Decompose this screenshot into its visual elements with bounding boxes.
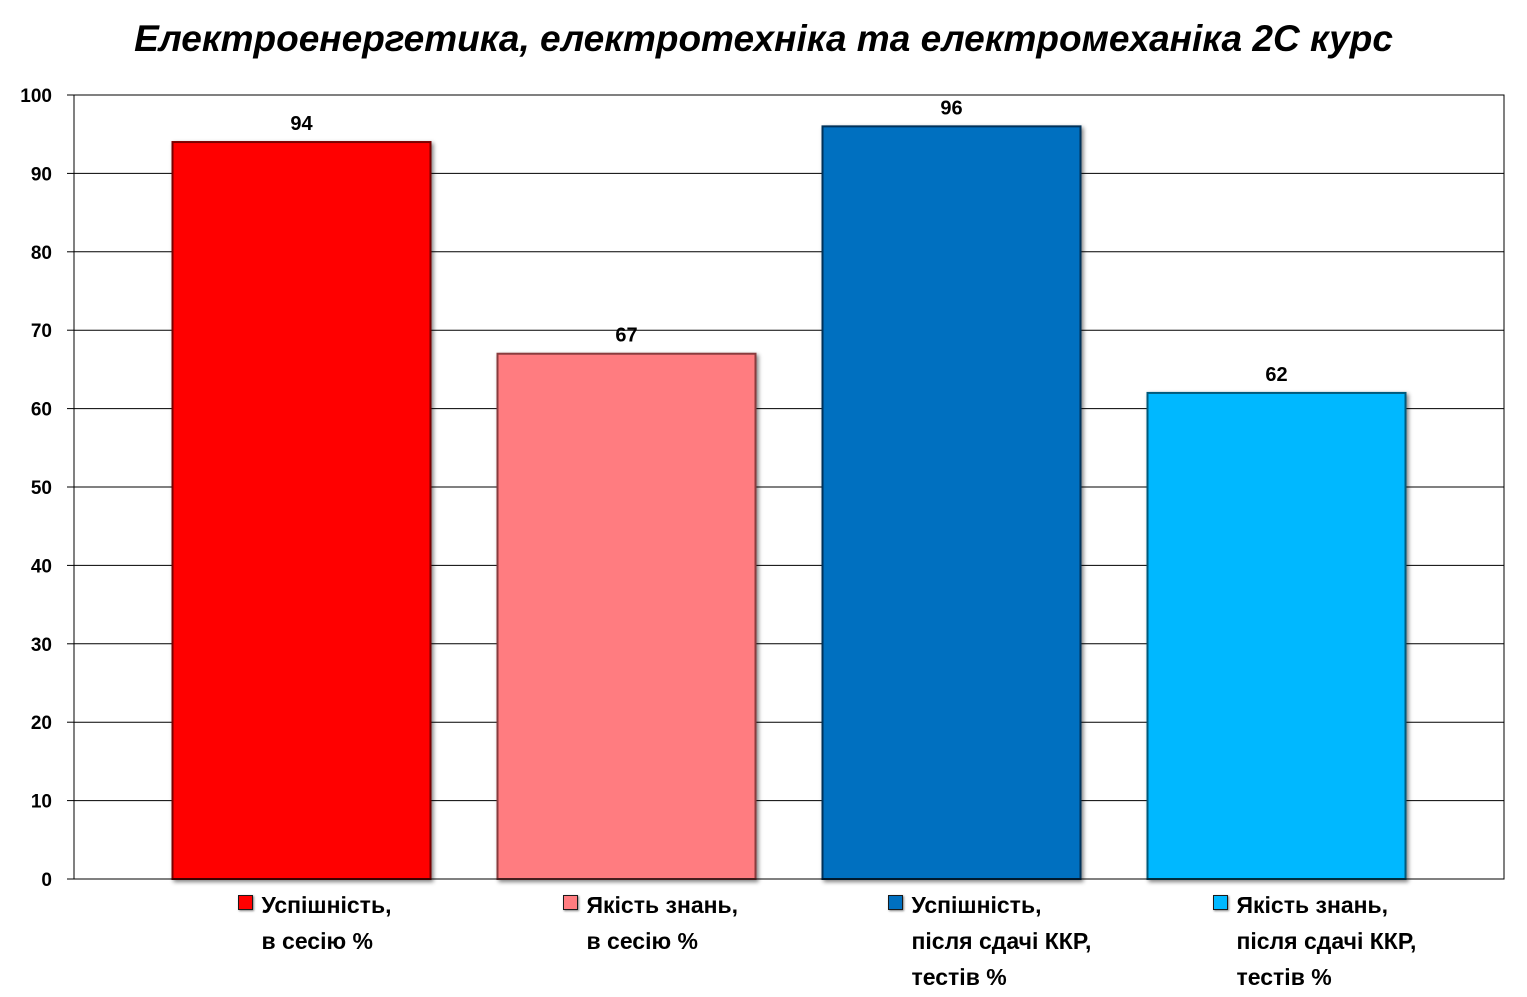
legend-label: Успішність, після сдачі ККР, тестів % xyxy=(911,892,1092,990)
y-tick-label: 50 xyxy=(31,478,52,499)
legend-item-2: Якість знань, в сесію % xyxy=(562,887,739,959)
chart-title: Електроенергетика, електротехніка та еле… xyxy=(134,18,1393,59)
data-label-3: 96 xyxy=(940,97,962,119)
y-tick-label: 90 xyxy=(31,164,52,185)
legend-label: Успішність, в сесію % xyxy=(261,892,392,954)
bar-4 xyxy=(1146,391,1407,880)
data-label-2: 67 xyxy=(615,325,637,347)
legend-swatch xyxy=(1212,895,1228,910)
y-tick-label: 0 xyxy=(41,870,52,891)
y-axis: 0 10 20 30 40 50 60 70 80 90 100 xyxy=(20,86,74,891)
bar-3 xyxy=(821,125,1082,881)
legend-item-3: Успішність, після сдачі ККР, тестів % xyxy=(887,887,1092,995)
y-tick-label: 60 xyxy=(31,400,52,421)
data-label-4: 62 xyxy=(1265,364,1287,386)
y-tick-label: 20 xyxy=(31,713,52,734)
y-tick-label: 10 xyxy=(31,792,52,813)
y-tick-label: 80 xyxy=(31,243,52,264)
legend-label: Якість знань, в сесію % xyxy=(586,892,739,954)
bar-2 xyxy=(496,352,757,881)
data-labels: 94 67 96 62 xyxy=(290,97,1287,386)
y-tick-label: 100 xyxy=(20,86,52,107)
bar-1 xyxy=(171,141,432,881)
y-tick-label: 30 xyxy=(31,635,52,656)
plot-area-border xyxy=(73,94,1505,880)
legend-item-1: Успішність, в сесію % xyxy=(237,887,392,959)
y-tick-label: 40 xyxy=(31,556,52,577)
data-label-1: 94 xyxy=(290,113,313,135)
legend-swatch xyxy=(562,895,578,910)
legend-label: Якість знань, після сдачі ККР, тестів % xyxy=(1236,892,1417,990)
y-tick-label: 70 xyxy=(31,321,52,342)
bars xyxy=(171,125,1407,881)
legend-item-4: Якість знань, після сдачі ККР, тестів % xyxy=(1212,887,1417,995)
legend-swatch xyxy=(237,895,253,910)
legend-swatch xyxy=(887,895,903,910)
